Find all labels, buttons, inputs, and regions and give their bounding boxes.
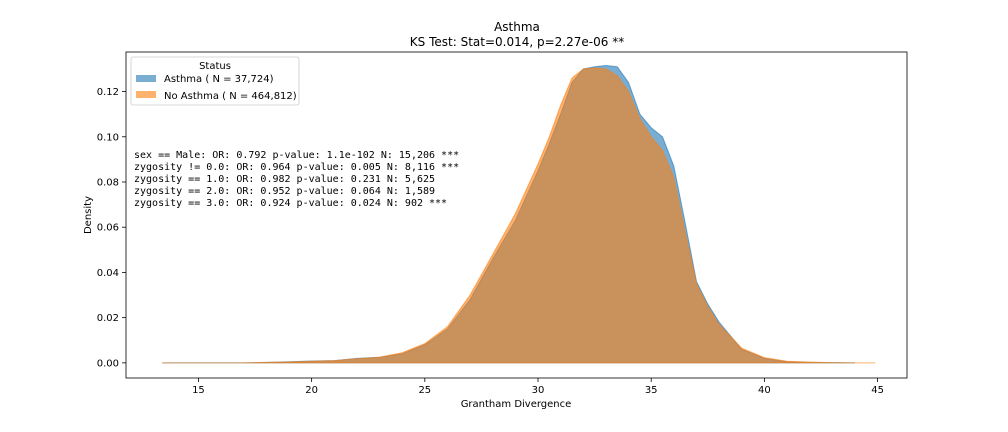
legend-entry-no-asthma: No Asthma ( N = 464,812) xyxy=(164,91,297,102)
y-tick-label: 0.10 xyxy=(97,132,119,143)
annotation-line: zygosity == 2.0: OR: 0.952 p-value: 0.06… xyxy=(134,186,435,197)
x-tick-label: 35 xyxy=(645,385,658,396)
y-tick-label: 0.02 xyxy=(97,313,119,324)
annotation-line: zygosity == 3.0: OR: 0.924 p-value: 0.02… xyxy=(134,198,447,209)
y-tick-label: 0.08 xyxy=(97,177,119,188)
y-tick-label: 0.04 xyxy=(97,268,119,279)
legend-swatch-no-asthma xyxy=(136,91,156,98)
y-tick-label: 0.12 xyxy=(97,87,119,98)
plot-areas xyxy=(162,65,876,364)
y-axis-label: Density xyxy=(83,196,94,234)
legend: Status Asthma ( N = 37,724) No Asthma ( … xyxy=(130,56,300,106)
x-axis-label: Grantham Divergence xyxy=(461,399,572,410)
legend-swatch-asthma xyxy=(136,75,156,82)
x-tick-label: 45 xyxy=(871,385,884,396)
x-tick-label: 20 xyxy=(305,385,318,396)
annotation-line: zygosity == 1.0: OR: 0.982 p-value: 0.23… xyxy=(134,174,435,185)
x-axis: 15 20 25 30 35 40 45 xyxy=(192,378,884,396)
legend-box xyxy=(130,56,300,106)
x-tick-label: 40 xyxy=(758,385,771,396)
density-area-no-asthma xyxy=(162,67,876,364)
x-tick-label: 25 xyxy=(418,385,431,396)
plot-frame xyxy=(125,51,908,379)
x-tick-label: 15 xyxy=(192,385,205,396)
chart-subtitle: KS Test: Stat=0.014, p=2.27e-06 ** xyxy=(410,35,624,49)
y-axis: 0.00 0.02 0.04 0.06 0.08 0.10 0.12 xyxy=(97,87,126,369)
y-tick-label: 0.00 xyxy=(97,358,119,369)
legend-title: Status xyxy=(199,61,231,72)
legend-entry-asthma: Asthma ( N = 37,724) xyxy=(164,74,274,85)
annotation-block: sex == Male: OR: 0.792 p-value: 1.1e-102… xyxy=(134,150,459,209)
x-tick-label: 30 xyxy=(532,385,545,396)
annotation-line: zygosity != 0.0: OR: 0.964 p-value: 0.00… xyxy=(134,162,459,173)
chart-title: Asthma xyxy=(494,20,540,34)
y-tick-label: 0.06 xyxy=(97,223,119,234)
annotation-line: sex == Male: OR: 0.792 p-value: 1.1e-102… xyxy=(134,150,459,161)
